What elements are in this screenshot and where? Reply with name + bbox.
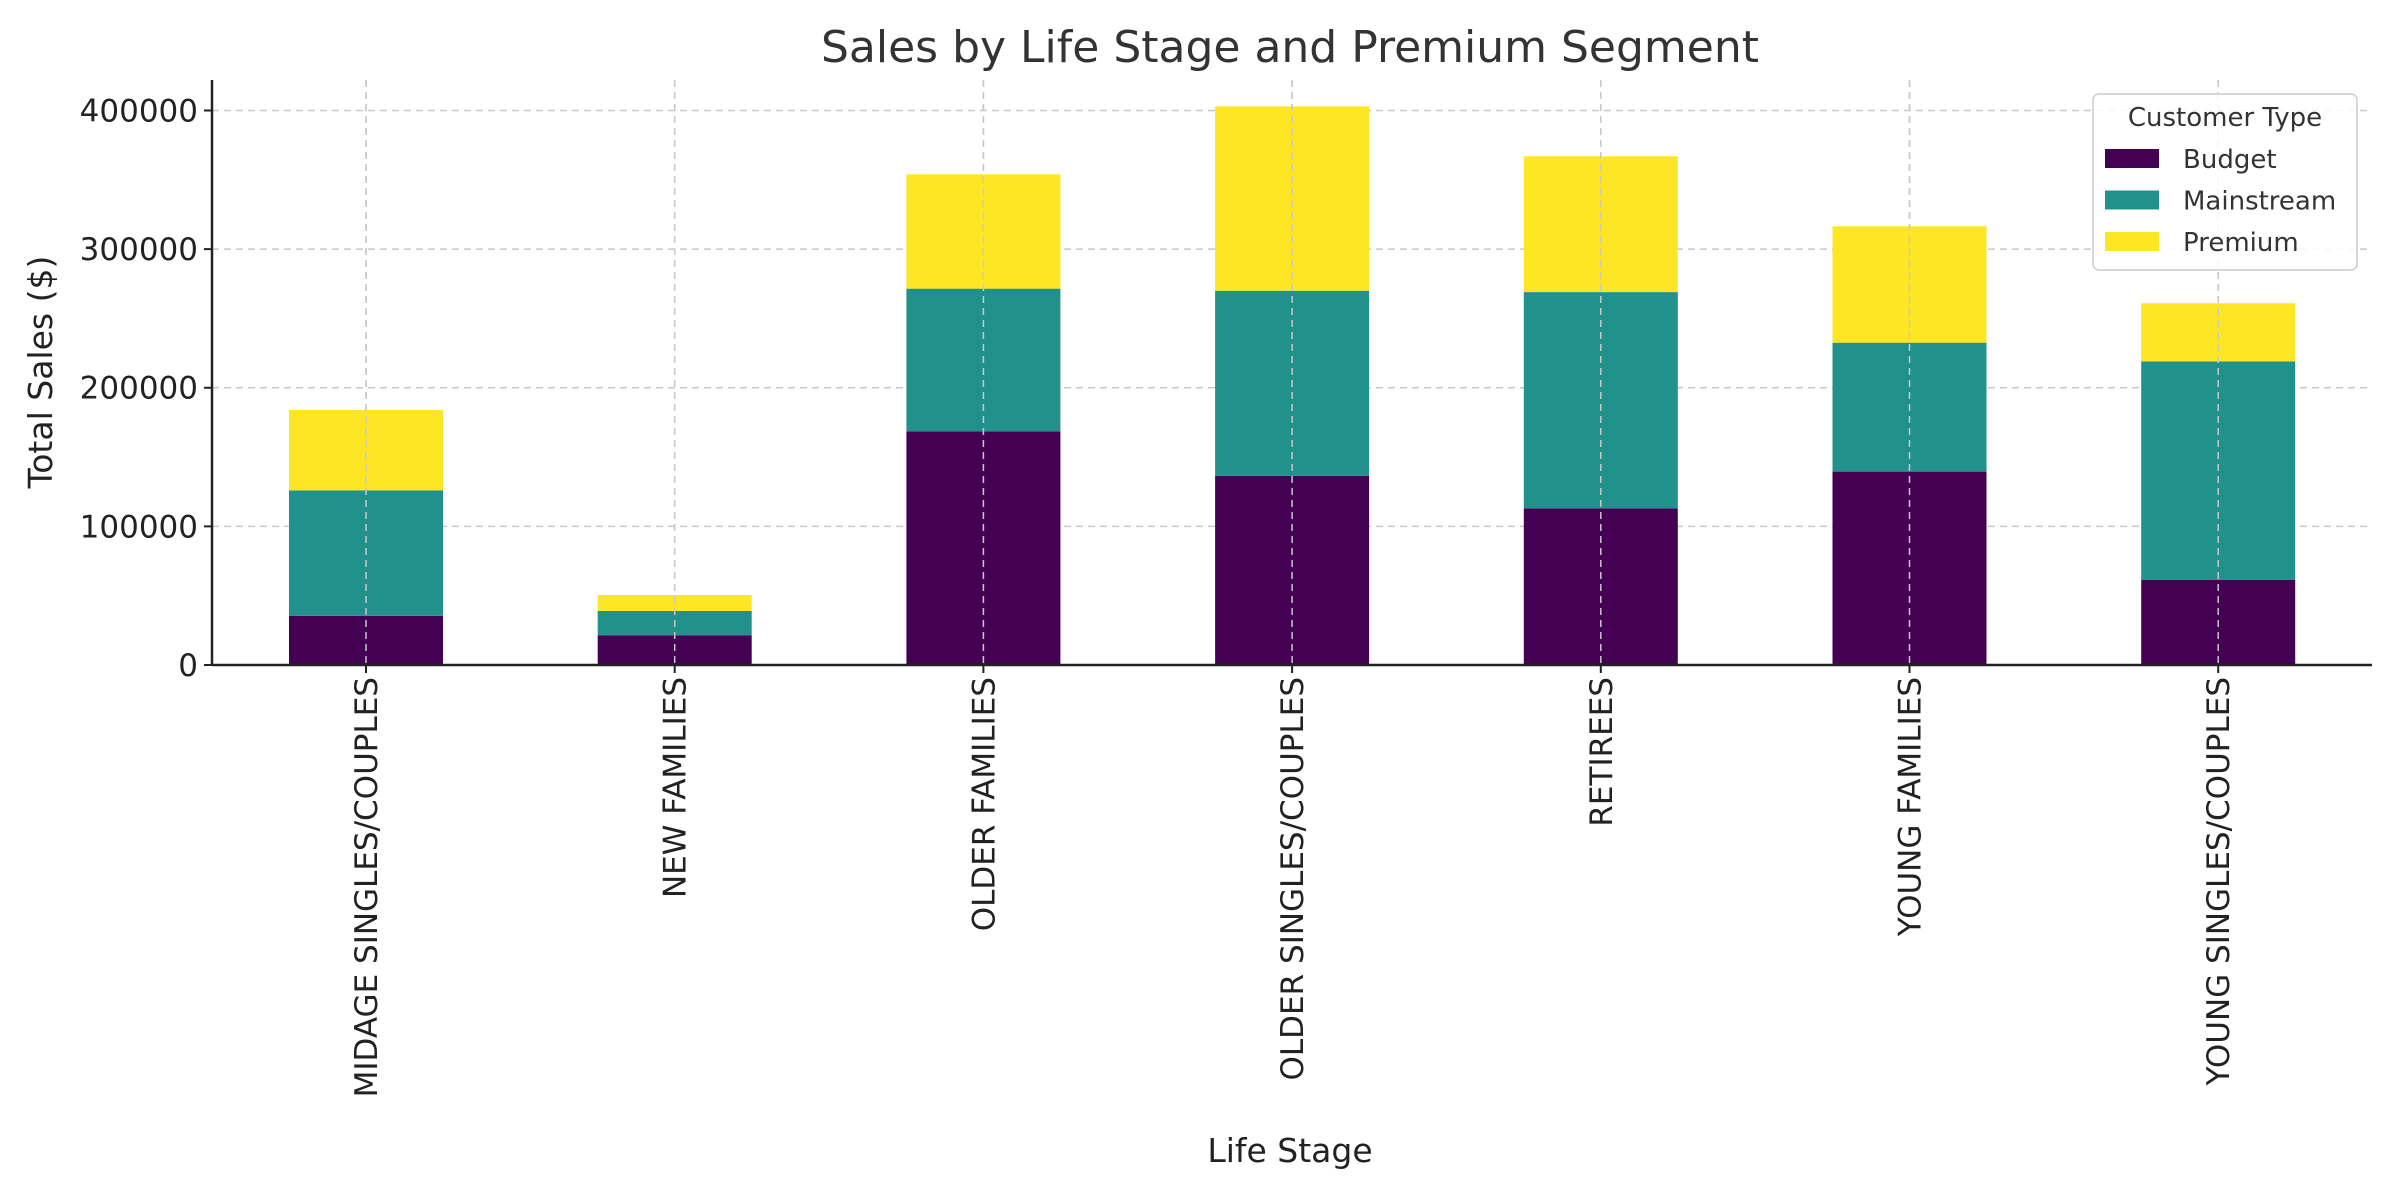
bar-mainstream-retirees	[1523, 292, 1678, 509]
y-tick-label: 0	[178, 648, 198, 684]
x-tick-label: OLDER SINGLES/COUPLES	[1275, 677, 1311, 1081]
legend: Customer Type Budget Mainstream Premium	[2092, 93, 2358, 271]
legend-swatch-budget	[2105, 149, 2159, 168]
x-tick-label: NEW FAMILIES	[658, 677, 694, 898]
bar-premium-older-singles-couples	[1215, 106, 1370, 291]
x-tick-label: RETIREES	[1584, 677, 1620, 827]
x-axis-label: Life Stage	[1207, 1131, 1372, 1170]
legend-swatch-mainstream	[2105, 190, 2159, 210]
y-axis-label: Total Sales ($)	[21, 256, 60, 490]
legend-label-mainstream: Mainstream	[2183, 187, 2336, 217]
bars	[289, 80, 2296, 665]
y-tick-label: 100000	[80, 509, 198, 545]
y-tick-label: 300000	[80, 232, 198, 268]
legend-swatch-premium	[2105, 232, 2159, 251]
y-tick-label: 400000	[80, 93, 198, 129]
x-tick-label: YOUNG SINGLES/COUPLES	[2201, 677, 2237, 1086]
x-tick-label: YOUNG FAMILIES	[1893, 677, 1929, 937]
x-tick-label: OLDER FAMILIES	[966, 677, 1002, 931]
x-tick-label: MIDAGE SINGLES/COUPLES	[349, 677, 385, 1097]
legend-title: Customer Type	[2128, 103, 2322, 133]
x-axis-ticks: MIDAGE SINGLES/COUPLES NEW FAMILIES OLDER …	[349, 665, 2237, 1097]
legend-label-premium: Premium	[2183, 228, 2299, 258]
y-tick-label: 200000	[80, 371, 198, 407]
chart-title: Sales by Life Stage and Premium Segment	[821, 22, 1759, 73]
legend-label-budget: Budget	[2183, 145, 2277, 175]
y-axis-ticks: 0 100000 200000 300000 400000	[80, 93, 212, 684]
legend-box	[2092, 93, 2358, 271]
